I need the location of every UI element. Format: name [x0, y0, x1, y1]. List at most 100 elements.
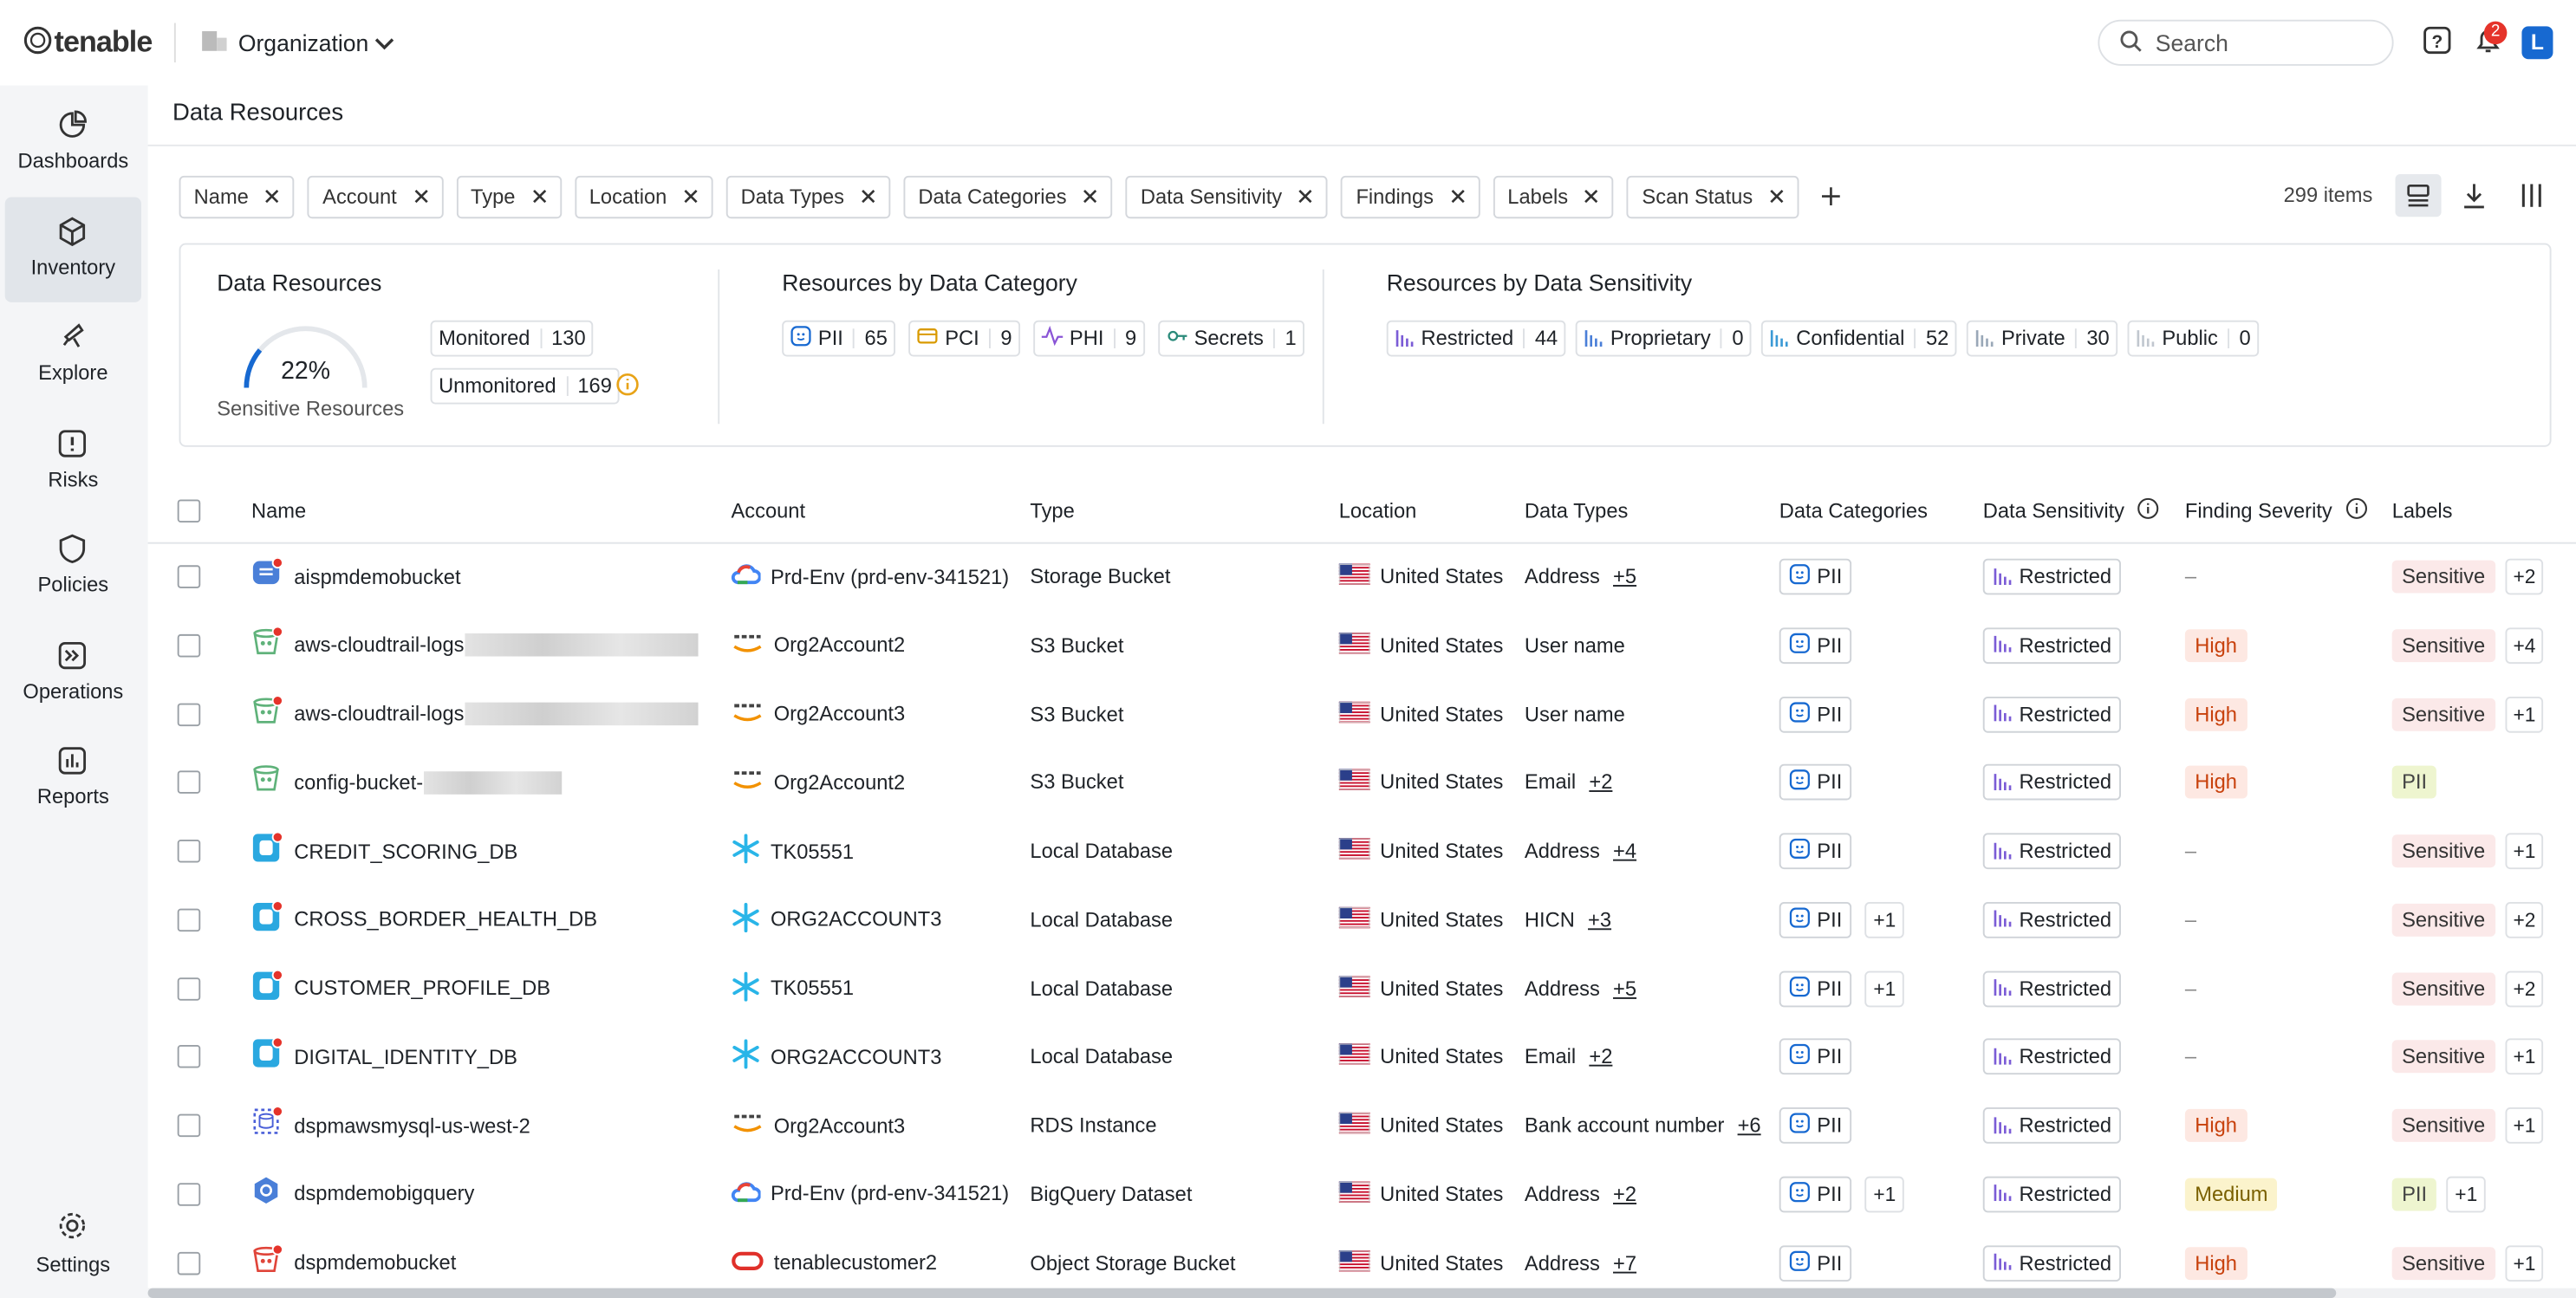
column-header[interactable]: Data Types — [1525, 499, 1628, 522]
remove-filter[interactable] — [861, 178, 875, 217]
filter-chip[interactable]: Account — [308, 175, 443, 219]
sensitivity-pill[interactable]: Public 0 — [2127, 320, 2260, 357]
remove-filter[interactable] — [1769, 178, 1784, 217]
label-more[interactable]: +1 — [2504, 1038, 2544, 1075]
remove-filter[interactable] — [531, 178, 546, 217]
sensitivity-pill[interactable]: Private 30 — [1967, 320, 2118, 357]
view-toggle[interactable] — [2395, 173, 2442, 217]
resource-name[interactable]: dspmdemobucket — [294, 1250, 457, 1275]
row-checkbox[interactable] — [177, 702, 201, 726]
label-more[interactable]: +1 — [2504, 696, 2544, 732]
remove-filter[interactable] — [413, 178, 428, 217]
h-scroll-thumb[interactable] — [147, 1288, 2337, 1298]
columns-button[interactable] — [2521, 184, 2541, 211]
status-pill[interactable]: Monitored 130 — [430, 320, 595, 357]
data-type-more[interactable]: +6 — [1737, 1113, 1761, 1138]
resource-name[interactable]: aws-cloudtrail-logs — [294, 702, 465, 726]
sensitivity-pill[interactable]: Restricted 44 — [1386, 320, 1566, 357]
label-more[interactable]: +1 — [2504, 1107, 2544, 1144]
nav-item[interactable]: Explore — [5, 302, 141, 407]
resource-name[interactable]: dspmdemobigquery — [294, 1182, 475, 1206]
data-type-more[interactable]: +2 — [1589, 770, 1613, 795]
resource-name[interactable]: dspmawsmysql-us-west-2 — [294, 1113, 530, 1138]
label-more[interactable]: +1 — [2504, 1244, 2544, 1282]
org-switcher[interactable]: Organization — [238, 29, 395, 55]
column-header[interactable]: Account — [731, 499, 805, 522]
filter-chip[interactable]: Labels — [1493, 175, 1615, 219]
remove-filter[interactable] — [1083, 178, 1098, 217]
remove-filter[interactable] — [1450, 178, 1465, 217]
label-more[interactable]: +1 — [2504, 833, 2544, 870]
resource-name[interactable]: DIGITAL_IDENTITY_DB — [294, 1045, 517, 1069]
filter-chip[interactable]: Data Categories — [903, 175, 1113, 219]
resource-name[interactable]: CUSTOMER_PROFILE_DB — [294, 977, 551, 1000]
filter-chip[interactable]: Data Sensitivity — [1125, 175, 1329, 219]
resource-name[interactable]: config-bucket- — [294, 770, 424, 795]
row-checkbox[interactable] — [177, 908, 201, 931]
data-type-more[interactable]: +5 — [1613, 977, 1637, 1000]
filter-chip[interactable]: Scan Status — [1627, 175, 1799, 219]
data-type-more[interactable]: +4 — [1613, 839, 1637, 863]
remove-filter[interactable] — [1298, 178, 1313, 217]
nav-item[interactable]: Settings — [5, 1196, 141, 1288]
data-type-more[interactable]: +2 — [1613, 1182, 1637, 1206]
row-checkbox[interactable] — [177, 565, 201, 588]
category-more[interactable]: +1 — [1864, 1176, 1904, 1212]
nav-item[interactable]: Operations — [5, 620, 141, 725]
label-more[interactable]: +1 — [2446, 1176, 2486, 1212]
row-checkbox[interactable] — [177, 1045, 201, 1069]
column-header[interactable]: Data Categories — [1779, 499, 1928, 522]
nav-item[interactable]: Inventory — [4, 196, 142, 302]
column-header[interactable]: Labels — [2392, 499, 2453, 522]
search-box[interactable]: Search — [2098, 19, 2394, 66]
remove-filter[interactable] — [265, 178, 280, 217]
resource-name[interactable]: CROSS_BORDER_HEALTH_DB — [294, 908, 598, 931]
row-checkbox[interactable] — [177, 633, 201, 658]
column-header[interactable]: Name — [251, 499, 306, 522]
column-header[interactable]: Data Sensitivity — [1983, 497, 2159, 524]
row-checkbox[interactable] — [177, 1250, 201, 1275]
label-more[interactable]: +4 — [2504, 626, 2544, 664]
data-type-more[interactable]: +3 — [1588, 908, 1612, 931]
row-checkbox[interactable] — [177, 839, 201, 863]
help-button[interactable]: ? — [2423, 26, 2451, 59]
filter-chip[interactable]: Type — [456, 175, 562, 219]
nav-item[interactable]: Risks — [5, 408, 141, 513]
label-more[interactable]: +2 — [2504, 558, 2544, 595]
user-avatar[interactable]: L — [2521, 26, 2553, 60]
filter-chip[interactable]: Name — [179, 175, 295, 219]
label-more[interactable]: +2 — [2504, 970, 2544, 1007]
category-more[interactable]: +1 — [1864, 901, 1904, 938]
row-checkbox[interactable] — [177, 770, 201, 795]
column-header[interactable]: Finding Severity — [2185, 497, 2367, 524]
nav-item[interactable]: Reports — [5, 726, 141, 831]
category-pill[interactable]: PII 65 — [782, 320, 896, 357]
category-pill[interactable]: PCI 9 — [908, 320, 1021, 357]
add-filter[interactable] — [1821, 185, 1840, 209]
filter-chip[interactable]: Location — [574, 175, 713, 219]
data-type-more[interactable]: +7 — [1613, 1250, 1637, 1275]
data-type-more[interactable]: +5 — [1613, 565, 1637, 588]
resource-name[interactable]: aispmdemobucket — [294, 565, 461, 588]
column-header[interactable]: Type — [1030, 499, 1074, 522]
sensitivity-pill[interactable]: Proprietary 0 — [1576, 320, 1753, 357]
remove-filter[interactable] — [1584, 178, 1599, 217]
category-pill[interactable]: PHI 9 — [1033, 320, 1145, 357]
label-more[interactable]: +2 — [2504, 901, 2544, 938]
category-more[interactable]: +1 — [1864, 970, 1904, 1007]
nav-item[interactable]: Policies — [5, 515, 141, 620]
filter-chip[interactable]: Data Types — [725, 175, 891, 219]
filter-chip[interactable]: Findings — [1341, 175, 1480, 219]
download-button[interactable] — [2462, 182, 2486, 213]
row-checkbox[interactable] — [177, 977, 201, 1000]
row-checkbox[interactable] — [177, 1113, 201, 1138]
select-all[interactable] — [177, 499, 201, 522]
column-header[interactable]: Location — [1339, 499, 1417, 522]
resource-name[interactable]: CREDIT_SCORING_DB — [294, 839, 518, 863]
status-pill[interactable]: Unmonitored 169 — [430, 367, 621, 405]
sensitivity-pill[interactable]: Confidential 52 — [1761, 320, 1957, 357]
resource-name[interactable]: aws-cloudtrail-logs — [294, 633, 465, 658]
category-pill[interactable]: Secrets 1 — [1157, 320, 1305, 357]
row-checkbox[interactable] — [177, 1182, 201, 1206]
remove-filter[interactable] — [683, 178, 698, 217]
